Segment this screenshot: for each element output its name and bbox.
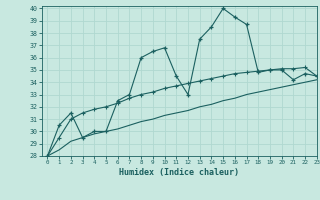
X-axis label: Humidex (Indice chaleur): Humidex (Indice chaleur): [119, 168, 239, 177]
